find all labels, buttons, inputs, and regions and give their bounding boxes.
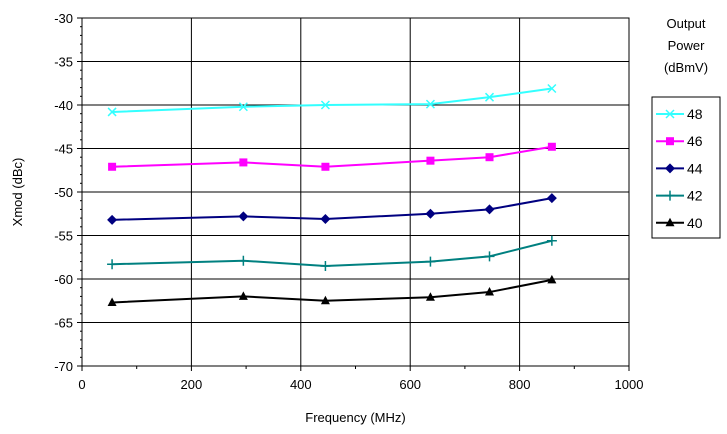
legend-item-42: 42 <box>656 188 703 204</box>
tick-labels: 0 200 400 600 800 1000 -30 -35 -40 -45 -50 -55 -60 -6… <box>54 11 643 392</box>
data-point <box>107 107 117 117</box>
series-line <box>112 197 553 221</box>
x-tick-label: 200 <box>181 377 203 392</box>
x-tick-label: 1000 <box>615 377 644 392</box>
legend-label: 46 <box>687 133 703 149</box>
data-point <box>425 208 436 219</box>
data-point <box>320 213 331 224</box>
legend-title-line-2: Power <box>668 38 706 53</box>
data-point <box>484 92 495 102</box>
y-tick-label: -65 <box>54 316 73 331</box>
y-axis-title: Xmod (dBc) <box>10 158 25 227</box>
series-lines <box>107 83 557 306</box>
series-line <box>112 145 553 168</box>
series-44 <box>107 193 557 225</box>
x-axis-title: Frequency (MHz) <box>305 410 405 425</box>
data-point <box>485 153 494 162</box>
data-point <box>547 142 556 151</box>
y-tick-label: -60 <box>54 272 73 287</box>
legend-title-line-3: (dBmV) <box>664 60 708 75</box>
data-point <box>484 204 495 215</box>
series-line <box>112 278 553 304</box>
legend-label: 40 <box>687 215 703 231</box>
legend-marker <box>665 217 675 227</box>
data-point <box>238 102 248 112</box>
data-point <box>238 255 249 266</box>
y-tick-label: -40 <box>54 98 73 113</box>
data-point <box>546 235 557 246</box>
series-48 <box>107 83 557 117</box>
data-point <box>484 251 495 262</box>
legend-marker <box>666 137 674 146</box>
data-point <box>107 297 117 306</box>
series-line <box>112 87 553 113</box>
data-point <box>239 158 248 167</box>
legend-item-44: 44 <box>656 160 703 176</box>
x-tick-label: 400 <box>290 377 312 392</box>
legend-marker <box>665 163 675 174</box>
data-point <box>107 259 118 270</box>
data-point <box>425 256 436 267</box>
legend-item-48: 48 <box>656 106 703 122</box>
y-tick-label: -50 <box>54 185 73 200</box>
x-tick-label: 800 <box>509 377 531 392</box>
data-point <box>546 193 557 204</box>
x-tick-label: 0 <box>78 377 85 392</box>
legend-marker <box>665 109 675 119</box>
data-point <box>238 211 249 222</box>
series-46 <box>108 142 556 171</box>
legend-item-40: 40 <box>656 215 703 231</box>
data-point <box>107 214 118 225</box>
y-tick-label: -55 <box>54 229 73 244</box>
data-point <box>321 162 330 171</box>
series-40 <box>107 274 557 306</box>
data-point <box>320 295 330 305</box>
data-point <box>426 156 435 165</box>
gridlines <box>82 18 629 366</box>
legend-item-46: 46 <box>656 133 703 149</box>
series-line <box>112 239 553 267</box>
series-42 <box>107 235 557 271</box>
data-point <box>238 291 248 300</box>
data-point <box>320 260 331 271</box>
data-point <box>425 99 435 109</box>
legend: 48 46 44 42 40 <box>651 96 721 239</box>
legend-title: Output Power (dBmV) <box>664 16 708 75</box>
data-point <box>547 83 557 94</box>
data-point <box>108 162 117 171</box>
x-tick-label: 600 <box>399 377 421 392</box>
legend-marker <box>665 190 675 201</box>
data-point <box>547 274 557 284</box>
data-point <box>425 292 435 301</box>
data-point <box>485 287 495 296</box>
legend-title-line-1: Output <box>666 16 705 31</box>
legend-label: 44 <box>687 160 703 176</box>
y-tick-label: -30 <box>54 11 73 26</box>
y-tick-label: -45 <box>54 142 73 157</box>
legend-label: 48 <box>687 106 703 122</box>
legend-label: 42 <box>687 188 703 204</box>
data-point <box>320 100 330 110</box>
y-tick-label: -70 <box>54 359 73 374</box>
y-tick-label: -35 <box>54 55 73 70</box>
